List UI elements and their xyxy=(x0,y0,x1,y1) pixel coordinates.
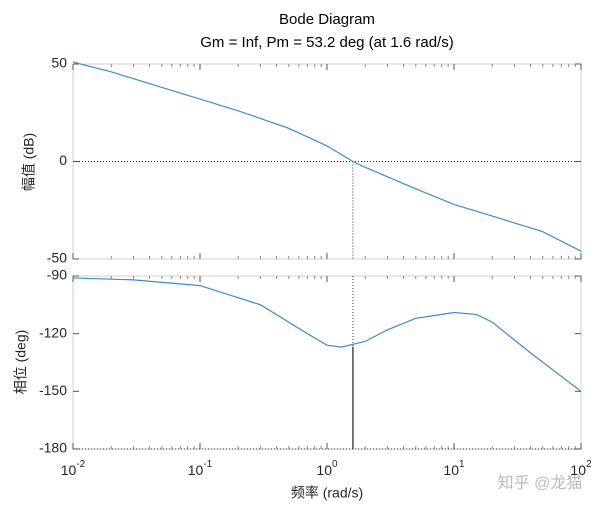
x-tick-base: 10 xyxy=(61,462,77,478)
x-tick-base: 10 xyxy=(188,462,204,478)
x-tick-exponent: -1 xyxy=(203,459,212,470)
plot-area xyxy=(72,63,582,260)
x-tick-base: 10 xyxy=(570,462,586,478)
y-axis-label: 相位 (deg) xyxy=(13,330,29,395)
x-tick-base: 10 xyxy=(316,462,332,478)
y-tick-label: 50 xyxy=(51,55,67,71)
x-tick-base: 10 xyxy=(443,462,459,478)
y-tick-label: -90 xyxy=(47,267,67,283)
y-tick-label: -50 xyxy=(47,250,67,266)
x-tick-exponent: 2 xyxy=(586,459,592,470)
x-tick-exponent: 0 xyxy=(332,459,338,470)
y-tick-label: 0 xyxy=(59,152,67,168)
plot-area xyxy=(72,275,582,450)
x-tick-exponent: -2 xyxy=(76,459,85,470)
y-tick-label: -120 xyxy=(39,324,67,340)
x-tick-exponent: 1 xyxy=(459,459,465,470)
y-tick-label: -180 xyxy=(39,440,67,456)
x-tick-label: 100 xyxy=(316,459,338,478)
chart-title: Bode Diagram xyxy=(279,11,375,28)
x-axis-label: 频率 (rad/s) xyxy=(291,485,363,501)
y-axis-label: 幅值 (dB) xyxy=(21,133,37,191)
x-tick-label: 101 xyxy=(443,459,465,478)
x-tick-label: 10-2 xyxy=(61,459,86,478)
x-tick-label: 102 xyxy=(570,459,592,478)
data-line xyxy=(72,61,582,252)
watermark: 知乎 @龙猫 xyxy=(498,474,583,492)
data-line xyxy=(72,277,582,392)
y-tick-label: -150 xyxy=(39,382,67,398)
chart-subtitle: Gm = Inf, Pm = 53.2 deg (at 1.6 rad/s) xyxy=(200,34,453,51)
x-tick-label: 10-1 xyxy=(188,459,213,478)
